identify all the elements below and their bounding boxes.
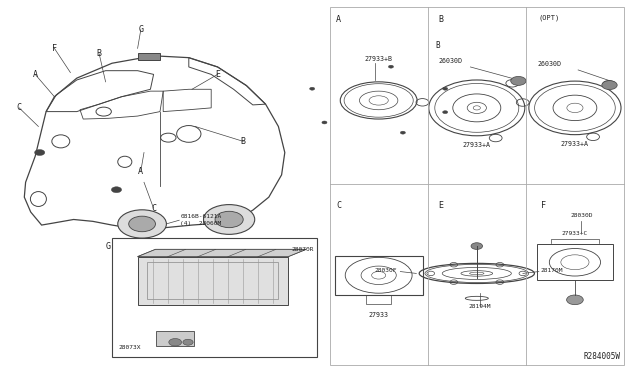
Text: C: C xyxy=(17,103,22,112)
Circle shape xyxy=(443,111,448,114)
Text: B: B xyxy=(438,15,444,24)
Text: 28170M: 28170M xyxy=(541,267,563,273)
Text: C: C xyxy=(336,201,341,210)
Text: A: A xyxy=(33,70,38,79)
Text: R284005W: R284005W xyxy=(584,352,621,361)
Text: 27933+A: 27933+A xyxy=(561,141,589,147)
Text: 28030D: 28030D xyxy=(570,213,593,218)
Bar xyxy=(366,295,392,304)
Circle shape xyxy=(443,87,448,90)
Circle shape xyxy=(388,65,394,68)
Text: E: E xyxy=(215,70,220,79)
Bar xyxy=(138,53,160,60)
Text: G: G xyxy=(106,242,111,251)
Bar xyxy=(147,262,278,299)
Text: B: B xyxy=(241,137,246,146)
Text: F: F xyxy=(541,201,546,210)
Bar xyxy=(138,257,288,305)
Text: B: B xyxy=(97,49,102,58)
Circle shape xyxy=(204,205,255,234)
Text: F: F xyxy=(52,44,57,53)
Text: 27933: 27933 xyxy=(369,312,388,318)
Bar xyxy=(156,331,195,346)
Circle shape xyxy=(400,131,405,134)
Text: A: A xyxy=(336,15,341,24)
Circle shape xyxy=(183,339,193,345)
Text: 0816B-6121A: 0816B-6121A xyxy=(180,214,221,219)
Circle shape xyxy=(310,87,315,90)
Text: 28194M: 28194M xyxy=(468,304,492,309)
Text: (OPT): (OPT) xyxy=(539,15,560,21)
Circle shape xyxy=(215,211,243,228)
Bar xyxy=(112,238,317,357)
Text: G: G xyxy=(138,25,143,34)
Text: 28070R: 28070R xyxy=(291,247,314,253)
Text: 27933+A: 27933+A xyxy=(463,142,491,148)
Bar xyxy=(330,7,624,365)
Text: B: B xyxy=(435,41,440,50)
Circle shape xyxy=(602,81,617,90)
Polygon shape xyxy=(138,249,306,257)
Circle shape xyxy=(566,295,583,305)
Text: A: A xyxy=(138,167,143,176)
Bar xyxy=(536,244,613,280)
Circle shape xyxy=(111,187,122,193)
Text: 27933+B: 27933+B xyxy=(365,57,393,62)
Circle shape xyxy=(511,77,526,86)
Text: E: E xyxy=(438,201,444,210)
Circle shape xyxy=(129,216,156,232)
Polygon shape xyxy=(138,249,306,257)
Circle shape xyxy=(471,243,483,249)
Text: 27933+C: 27933+C xyxy=(562,231,588,237)
Circle shape xyxy=(118,210,166,238)
Text: 26030D: 26030D xyxy=(538,61,561,67)
Text: 28030F: 28030F xyxy=(374,267,397,273)
Text: 28073X: 28073X xyxy=(118,345,141,350)
Circle shape xyxy=(322,121,327,124)
Text: 26030D: 26030D xyxy=(438,58,463,64)
Bar xyxy=(335,256,422,295)
Text: (4)  28060M: (4) 28060M xyxy=(180,221,221,226)
Text: C: C xyxy=(151,204,156,213)
Circle shape xyxy=(169,339,182,346)
Circle shape xyxy=(35,150,45,155)
